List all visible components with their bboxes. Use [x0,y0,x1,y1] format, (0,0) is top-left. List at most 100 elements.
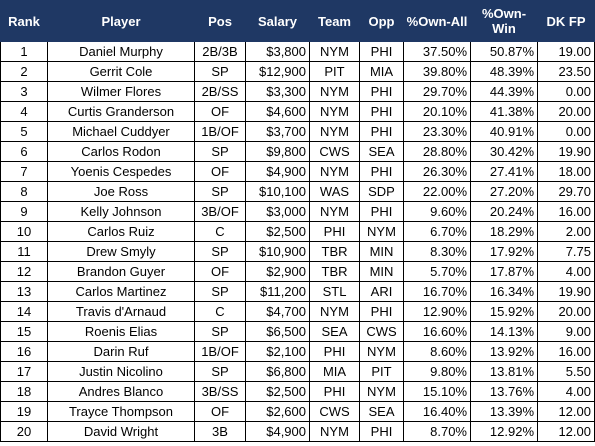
cell-player: Carlos Ruiz [47,221,195,242]
cell-team: CWS [309,401,360,422]
cell-own-all: 22.00% [403,181,471,202]
cell-pos: OF [194,261,246,282]
cell-salary: $4,900 [245,421,310,442]
cell-dk-fp: 12.00 [537,401,595,422]
cell-rank: 15 [0,321,48,342]
cell-pos: SP [194,241,246,262]
cell-rank: 5 [0,121,48,142]
cell-own-win: 44.39% [470,81,538,102]
table-row: 2 Gerrit Cole SP $12,900 PIT MIA 39.80% 48.39% 2… [0,61,595,82]
cell-own-all: 29.70% [403,81,471,102]
cell-own-win: 18.29% [470,221,538,242]
cell-own-win: 17.87% [470,261,538,282]
cell-team: NYM [309,101,360,122]
cell-own-all: 28.80% [403,141,471,162]
cell-team: NYM [309,301,360,322]
table-row: 7 Yoenis Cespedes OF $4,900 NYM PHI 26.30% 27.4… [0,161,595,182]
table-row: 16 Darin Ruf 1B/OF $2,100 PHI NYM 8.60% 13.92% 1… [0,341,595,362]
cell-team: NYM [309,161,360,182]
cell-team: CWS [309,141,360,162]
cell-player: Michael Cuddyer [47,121,195,142]
table-row: 15 Roenis Elias SP $6,500 SEA CWS 16.60% 14.13%… [0,321,595,342]
header-row: Rank Player Pos Salary Team Opp %Own-All… [0,0,595,42]
header-player: Player [47,0,195,42]
cell-pos: SP [194,61,246,82]
header-salary: Salary [245,0,310,42]
cell-salary: $11,200 [245,281,310,302]
cell-team: NYM [309,201,360,222]
cell-own-all: 8.30% [403,241,471,262]
cell-own-win: 20.24% [470,201,538,222]
cell-player: Trayce Thompson [47,401,195,422]
cell-salary: $10,900 [245,241,310,262]
cell-salary: $3,800 [245,41,310,62]
cell-team: STL [309,281,360,302]
cell-own-win: 14.13% [470,321,538,342]
cell-player: Joe Ross [47,181,195,202]
cell-player: Travis d'Arnaud [47,301,195,322]
cell-player: Carlos Martinez [47,281,195,302]
cell-player: Carlos Rodon [47,141,195,162]
table-row: 4 Curtis Granderson OF $4,600 NYM PHI 20.10% 41… [0,101,595,122]
cell-pos: SP [194,361,246,382]
cell-dk-fp: 16.00 [537,201,595,222]
cell-opp: NYM [359,221,404,242]
cell-opp: PHI [359,41,404,62]
cell-pos: 3B [194,421,246,442]
cell-dk-fp: 9.00 [537,321,595,342]
cell-dk-fp: 23.50 [537,61,595,82]
cell-salary: $2,100 [245,341,310,362]
cell-rank: 11 [0,241,48,262]
cell-opp: PHI [359,161,404,182]
cell-pos: SP [194,181,246,202]
cell-dk-fp: 4.00 [537,261,595,282]
cell-own-win: 30.42% [470,141,538,162]
cell-rank: 12 [0,261,48,282]
cell-team: SEA [309,321,360,342]
cell-opp: PHI [359,301,404,322]
cell-pos: OF [194,401,246,422]
cell-dk-fp: 19.90 [537,141,595,162]
cell-rank: 14 [0,301,48,322]
cell-player: Gerrit Cole [47,61,195,82]
cell-rank: 10 [0,221,48,242]
cell-opp: MIA [359,61,404,82]
cell-team: WAS [309,181,360,202]
cell-rank: 8 [0,181,48,202]
cell-rank: 6 [0,141,48,162]
cell-pos: SP [194,281,246,302]
cell-player: Drew Smyly [47,241,195,262]
cell-own-all: 15.10% [403,381,471,402]
cell-dk-fp: 19.00 [537,41,595,62]
cell-opp: PHI [359,421,404,442]
cell-own-win: 13.76% [470,381,538,402]
cell-opp: SDP [359,181,404,202]
cell-dk-fp: 20.00 [537,101,595,122]
table-row: 3 Wilmer Flores 2B/SS $3,300 NYM PHI 29.70% 44.… [0,81,595,102]
header-own-all: %Own-All [403,0,471,42]
cell-own-all: 5.70% [403,261,471,282]
cell-own-all: 39.80% [403,61,471,82]
header-rank: Rank [0,0,48,42]
header-own-win: %Own-Win [470,0,538,42]
cell-own-all: 9.80% [403,361,471,382]
cell-own-win: 12.92% [470,421,538,442]
cell-own-win: 15.92% [470,301,538,322]
cell-dk-fp: 0.00 [537,121,595,142]
cell-dk-fp: 5.50 [537,361,595,382]
cell-own-win: 50.87% [470,41,538,62]
cell-team: PHI [309,381,360,402]
cell-dk-fp: 0.00 [537,81,595,102]
cell-player: Justin Nicolino [47,361,195,382]
table-row: 14 Travis d'Arnaud C $4,700 NYM PHI 12.90% 15.9… [0,301,595,322]
table-row: 10 Carlos Ruiz C $2,500 PHI NYM 6.70% 18.29% 2.0… [0,221,595,242]
table-row: 17 Justin Nicolino SP $6,800 MIA PIT 9.80% 13.8… [0,361,595,382]
cell-dk-fp: 4.00 [537,381,595,402]
cell-player: Darin Ruf [47,341,195,362]
cell-team: TBR [309,261,360,282]
cell-opp: SEA [359,401,404,422]
cell-pos: 2B/3B [194,41,246,62]
cell-team: PIT [309,61,360,82]
cell-dk-fp: 20.00 [537,301,595,322]
cell-own-all: 9.60% [403,201,471,222]
